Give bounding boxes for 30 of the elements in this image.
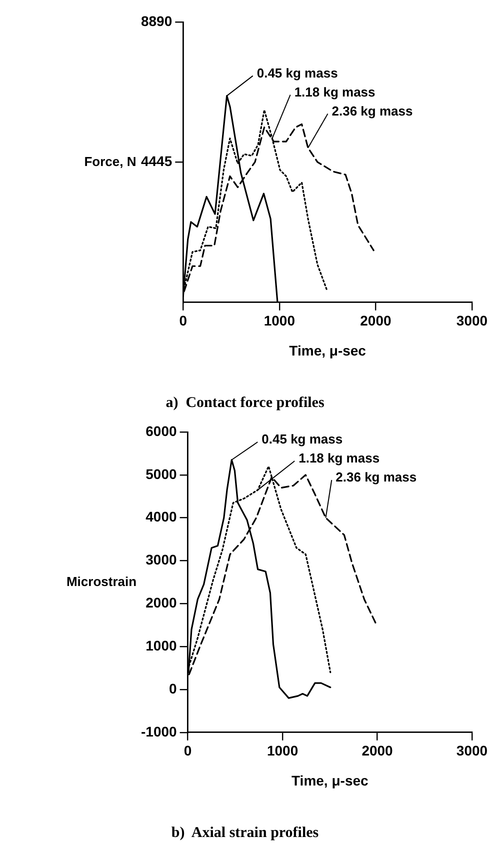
x-tick-label: 3000 [456, 742, 488, 759]
text: 0.45 kg mass [256, 65, 338, 80]
x-tick-label: 2000 [360, 312, 392, 329]
series-label: 2.36 kg mass [336, 470, 417, 485]
x-tick-label: 1000 [266, 742, 298, 759]
y-tick-label: 6000 [146, 422, 178, 439]
y-tick-label: 3000 [146, 552, 178, 568]
text: 1.18 kg mass [298, 450, 380, 466]
y-axis-title: Microstrain [66, 574, 137, 589]
y-tick-label: 2000 [146, 594, 178, 611]
x-tick-label: 0 [184, 742, 192, 759]
x-tick-label: 0 [179, 312, 188, 329]
y-tick-label: 8890 [140, 12, 172, 29]
y-tick-label: 0 [169, 680, 178, 696]
y-tick-label: -1000 [140, 723, 178, 740]
y-tick-label: 5000 [146, 466, 178, 482]
y-axis-title: Force, N [84, 154, 136, 169]
x-tick-label: 3000 [456, 312, 488, 329]
text: 0.45 kg mass [262, 432, 343, 447]
text: b) Axial strain profiles [171, 824, 319, 841]
y-tick-label: 4445 [140, 153, 172, 170]
y-tick-label: 1000 [146, 637, 178, 654]
x-tick-label: 2000 [362, 742, 394, 759]
y-tick-label: 4000 [146, 508, 178, 525]
x-axis-title: Time, μ-sec [289, 342, 366, 358]
x-tick-label: 1000 [264, 312, 296, 329]
text: 2.36 kg mass [332, 103, 413, 118]
text: 1.18 kg mass [294, 84, 376, 100]
x-axis-title: Time, μ-sec [292, 772, 369, 788]
text: a) Contact force profiles [166, 394, 324, 411]
